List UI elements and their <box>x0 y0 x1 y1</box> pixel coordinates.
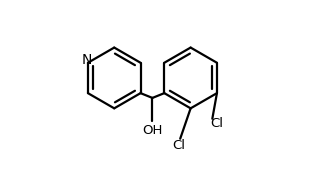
Text: Cl: Cl <box>210 117 223 130</box>
Text: N: N <box>82 53 92 67</box>
Text: Cl: Cl <box>172 139 185 152</box>
Text: OH: OH <box>142 124 163 137</box>
